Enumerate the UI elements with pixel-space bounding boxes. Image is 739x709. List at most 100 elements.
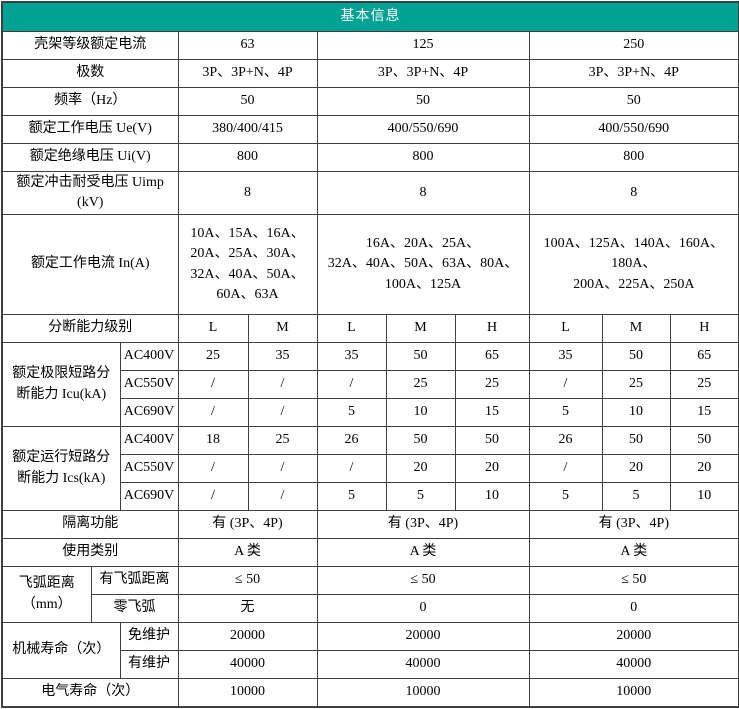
row-arc-with: 飞弧距离 （mm） 有飞弧距离 ≤ 50 ≤ 50 ≤ 50 xyxy=(1,566,739,624)
cell-value: 10000 xyxy=(528,678,739,708)
row-label: 额定工作电流 In(A) xyxy=(1,214,179,316)
cell-value: 400/550/690 xyxy=(528,114,739,144)
cell-value: L xyxy=(177,314,249,344)
row-isolation: 隔离功能 有 (3P、4P) 有 (3P、4P) 有 (3P、4P) xyxy=(1,510,739,540)
cell-value: 65 xyxy=(669,342,739,372)
cell-value: / xyxy=(177,454,249,484)
cell-value: 有 (3P、4P) xyxy=(528,510,739,540)
cell-value: 63 xyxy=(177,30,318,60)
cell-value: 10 xyxy=(669,482,739,512)
cell-value: ≤ 50 xyxy=(177,566,318,596)
row-category: 使用类别 A 类 A 类 A 类 xyxy=(1,538,739,568)
cell-value: 8 xyxy=(177,170,318,216)
cell-value: 5 xyxy=(385,482,456,512)
cell-value: 8 xyxy=(316,170,530,216)
row-label: 电气寿命（次） xyxy=(1,678,179,708)
row-sublabel: 免维护 xyxy=(119,622,179,652)
row-breaking-level: 分断能力级别 L M L M H L M H xyxy=(1,314,739,344)
cell-value: 125 xyxy=(316,30,530,60)
cell-value: 40000 xyxy=(316,650,530,680)
cell-value: 0 xyxy=(528,594,739,624)
row-sublabel: 零飞弧 xyxy=(90,594,179,624)
row-sublabel: AC550V xyxy=(119,370,179,400)
cell-value: 50 xyxy=(385,342,456,372)
cell-value: / xyxy=(177,370,249,400)
cell-value: 0 xyxy=(316,594,530,624)
cell-value: 800 xyxy=(316,142,530,172)
cell-value: 10000 xyxy=(177,678,318,708)
cell-value: 15 xyxy=(454,398,530,428)
row-sublabel: AC690V xyxy=(119,398,179,428)
row-sublabel: AC690V xyxy=(119,482,179,512)
cell-value: A 类 xyxy=(528,538,739,568)
row-arc-zero: 零飞弧 无 0 0 xyxy=(2,594,739,624)
row-label: 频率（Hz） xyxy=(1,86,179,116)
cell-value: 20000 xyxy=(528,622,739,652)
cell-value: M xyxy=(385,314,456,344)
row-label: 额定绝缘电压 Ui(V) xyxy=(1,142,179,172)
cell-value: / xyxy=(247,398,318,428)
cell-value: 380/400/415 xyxy=(177,114,318,144)
row-sublabel: 有维护 xyxy=(119,650,179,680)
row-label: 隔离功能 xyxy=(1,510,179,540)
cell-value: / xyxy=(247,482,318,512)
cell-value: H xyxy=(669,314,739,344)
cell-value: 20 xyxy=(385,454,456,484)
cell-value: M xyxy=(601,314,671,344)
row-icu-ac400v: 额定极限短路分断能力 Icu(kA) AC400V 25 35 35 50 65… xyxy=(1,342,739,428)
cell-value: 800 xyxy=(528,142,739,172)
cell-value: 50 xyxy=(601,426,671,456)
row-insulation-voltage-ui: 额定绝缘电压 Ui(V) 800 800 800 xyxy=(1,142,739,172)
cell-value: 25 xyxy=(454,370,530,400)
row-label: 额定极限短路分断能力 Icu(kA) xyxy=(1,342,121,428)
cell-value: 3P、3P+N、4P xyxy=(316,58,530,88)
row-label: 额定运行短路分断能力 Ics(kA) xyxy=(1,426,121,512)
cell-value: 有 (3P、4P) xyxy=(177,510,318,540)
cell-value: M xyxy=(247,314,318,344)
cell-value: 18 xyxy=(177,426,249,456)
cell-value: 50 xyxy=(385,426,456,456)
cell-value: 50 xyxy=(528,86,739,116)
cell-value: 40000 xyxy=(528,650,739,680)
cell-value: 5 xyxy=(601,482,671,512)
cell-value: 50 xyxy=(177,86,318,116)
row-icu-ac550v: AC550V / / / 25 25 / 25 25 xyxy=(2,370,739,400)
cell-value: 20 xyxy=(601,454,671,484)
row-label: 极数 xyxy=(1,58,179,88)
cell-value: 20000 xyxy=(316,622,530,652)
cell-value: 3P、3P+N、4P xyxy=(528,58,739,88)
row-poles: 极数 3P、3P+N、4P 3P、3P+N、4P 3P、3P+N、4P xyxy=(1,58,739,88)
cell-value: 25 xyxy=(247,426,318,456)
cell-value: 800 xyxy=(177,142,318,172)
cell-value: 40000 xyxy=(177,650,318,680)
row-label: 额定冲击耐受电压 Uimp (kV) xyxy=(1,170,179,216)
cell-value: 25 xyxy=(385,370,456,400)
row-label: 分断能力级别 xyxy=(1,314,179,344)
cell-value: 5 xyxy=(528,482,603,512)
cell-value: 35 xyxy=(528,342,603,372)
cell-value: 26 xyxy=(316,426,387,456)
cell-value: / xyxy=(528,454,603,484)
table-title: 基本信息 xyxy=(1,1,739,32)
cell-value: L xyxy=(528,314,603,344)
row-rated-current-in: 额定工作电流 In(A) 10A、15A、16A、 20A、25A、30A、 3… xyxy=(1,214,739,316)
cell-value: ≤ 50 xyxy=(316,566,530,596)
cell-value: 25 xyxy=(669,370,739,400)
cell-value: 10 xyxy=(601,398,671,428)
cell-value: A 类 xyxy=(316,538,530,568)
cell-value: / xyxy=(247,370,318,400)
cell-value: 25 xyxy=(601,370,671,400)
cell-value: 3P、3P+N、4P xyxy=(177,58,318,88)
cell-value: 20000 xyxy=(177,622,318,652)
cell-value: 50 xyxy=(669,426,739,456)
cell-value: 20 xyxy=(454,454,530,484)
cell-value: ≤ 50 xyxy=(528,566,739,596)
cell-value: 20 xyxy=(669,454,739,484)
row-sublabel: AC400V xyxy=(119,426,179,456)
cell-value: 5 xyxy=(316,398,387,428)
cell-value: 50 xyxy=(316,86,530,116)
cell-value: 10 xyxy=(385,398,456,428)
row-sublabel: AC550V xyxy=(119,454,179,484)
cell-value: 26 xyxy=(528,426,603,456)
row-label: 机械寿命（次） xyxy=(1,622,121,680)
